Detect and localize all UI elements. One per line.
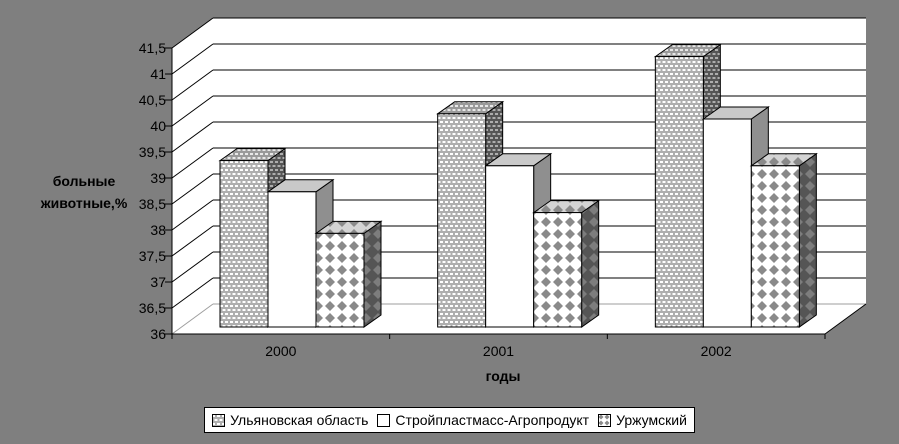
y-axis-title-line2: животные,% [40,195,128,211]
x-category-label: 2002 [701,343,732,359]
bar-2001-series3 [532,199,601,328]
legend-swatch-fill [598,413,612,427]
bar-front-face [702,118,752,328]
y-axis-title-line1: больные [53,173,116,189]
y-tick-label: 39,5 [139,144,166,160]
gridline-wall [171,251,214,283]
bar-front-face [750,165,800,328]
gridline-wall [171,173,214,205]
bar-2002-series3 [749,152,818,328]
y-tick-label: 40,5 [139,92,166,108]
gridline-wall [171,17,214,49]
gridline-wall [171,147,214,179]
bar-front-face [315,232,365,328]
floor-right-edge [824,303,867,335]
legend-item-series2: Стройпластмасс-Агропродукт [377,412,589,428]
y-tick-label: 40 [150,118,166,134]
legend-item-series1: Ульяновская область [212,412,368,428]
gridline-wall [171,43,214,75]
gridline-wall [171,199,214,231]
y-tick-label: 38 [150,222,166,238]
x-axis-title: годы [486,368,521,384]
gridline-wall [171,277,214,309]
legend-item-series3: Уржумский [598,412,687,428]
bar-2000-series3 [314,220,383,328]
y-tick-label: 41,5 [139,40,166,56]
y-tick-label: 36 [150,326,166,342]
bar-front-face [267,191,317,328]
bar-side-face [798,152,817,328]
legend-swatch-icon [377,413,391,427]
x-category-label: 2001 [483,343,514,359]
bar-front-face [437,113,487,328]
legend-swatch-icon [212,413,226,427]
axes [165,47,867,339]
bar-front-face [219,160,269,328]
legend-swatch-fill [212,413,226,427]
legend-swatch-icon [598,413,612,427]
y-tick-label: 37,5 [139,248,166,264]
bar-side-face [363,220,382,328]
legend: Ульяновская область Стройпластмасс-Агропр… [204,407,695,433]
legend-label: Ульяновская область [230,412,369,428]
bar-side-face [581,199,600,328]
legend-label: Уржумский [616,412,687,428]
gridline-wall [171,69,214,101]
bar-front-face [654,56,704,328]
bar-front-face [485,165,535,328]
y-tick-label: 36,5 [139,300,166,316]
bar-front-face [533,212,583,328]
gridline-wall [171,225,214,257]
y-tick-label: 37 [150,274,166,290]
legend-swatch-fill [377,413,391,427]
y-tick-label: 41 [150,66,166,82]
gridline-wall [171,121,214,153]
axis-labels: больные животные,% годы 41,5 41 40,5 40 39,5… [40,40,732,384]
y-tick-label: 39 [150,170,166,186]
legend-label: Стройпластмасс-Агропродукт [395,412,590,428]
y-tick-label: 38,5 [139,196,166,212]
gridline-base-wall [171,303,214,335]
x-category-label: 2000 [265,343,296,359]
left-wall [172,18,213,334]
gridline-wall [171,95,214,127]
bars [218,43,818,328]
